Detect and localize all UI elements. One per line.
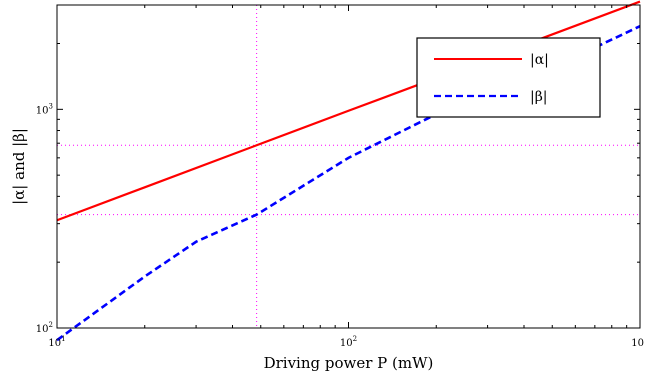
legend-box [416,37,601,118]
y-axis-label: |α| and |β| [10,128,28,205]
legend: |α| |β| [416,37,601,118]
x-tick-label-2: 10 [631,338,644,349]
x-axis-label: Driving power P (mW) [264,354,434,372]
x-tick-label-0: 101 [48,335,65,349]
y-tick-label-0: 102 [36,321,53,335]
axis-ticks [56,4,640,329]
series-line-0 [56,0,641,222]
x-tick-label-1: 102 [340,335,357,349]
legend-label-alpha: |α| [530,52,549,68]
legend-label-beta: |β| [530,89,548,105]
y-tick-label-1: 103 [36,102,53,116]
